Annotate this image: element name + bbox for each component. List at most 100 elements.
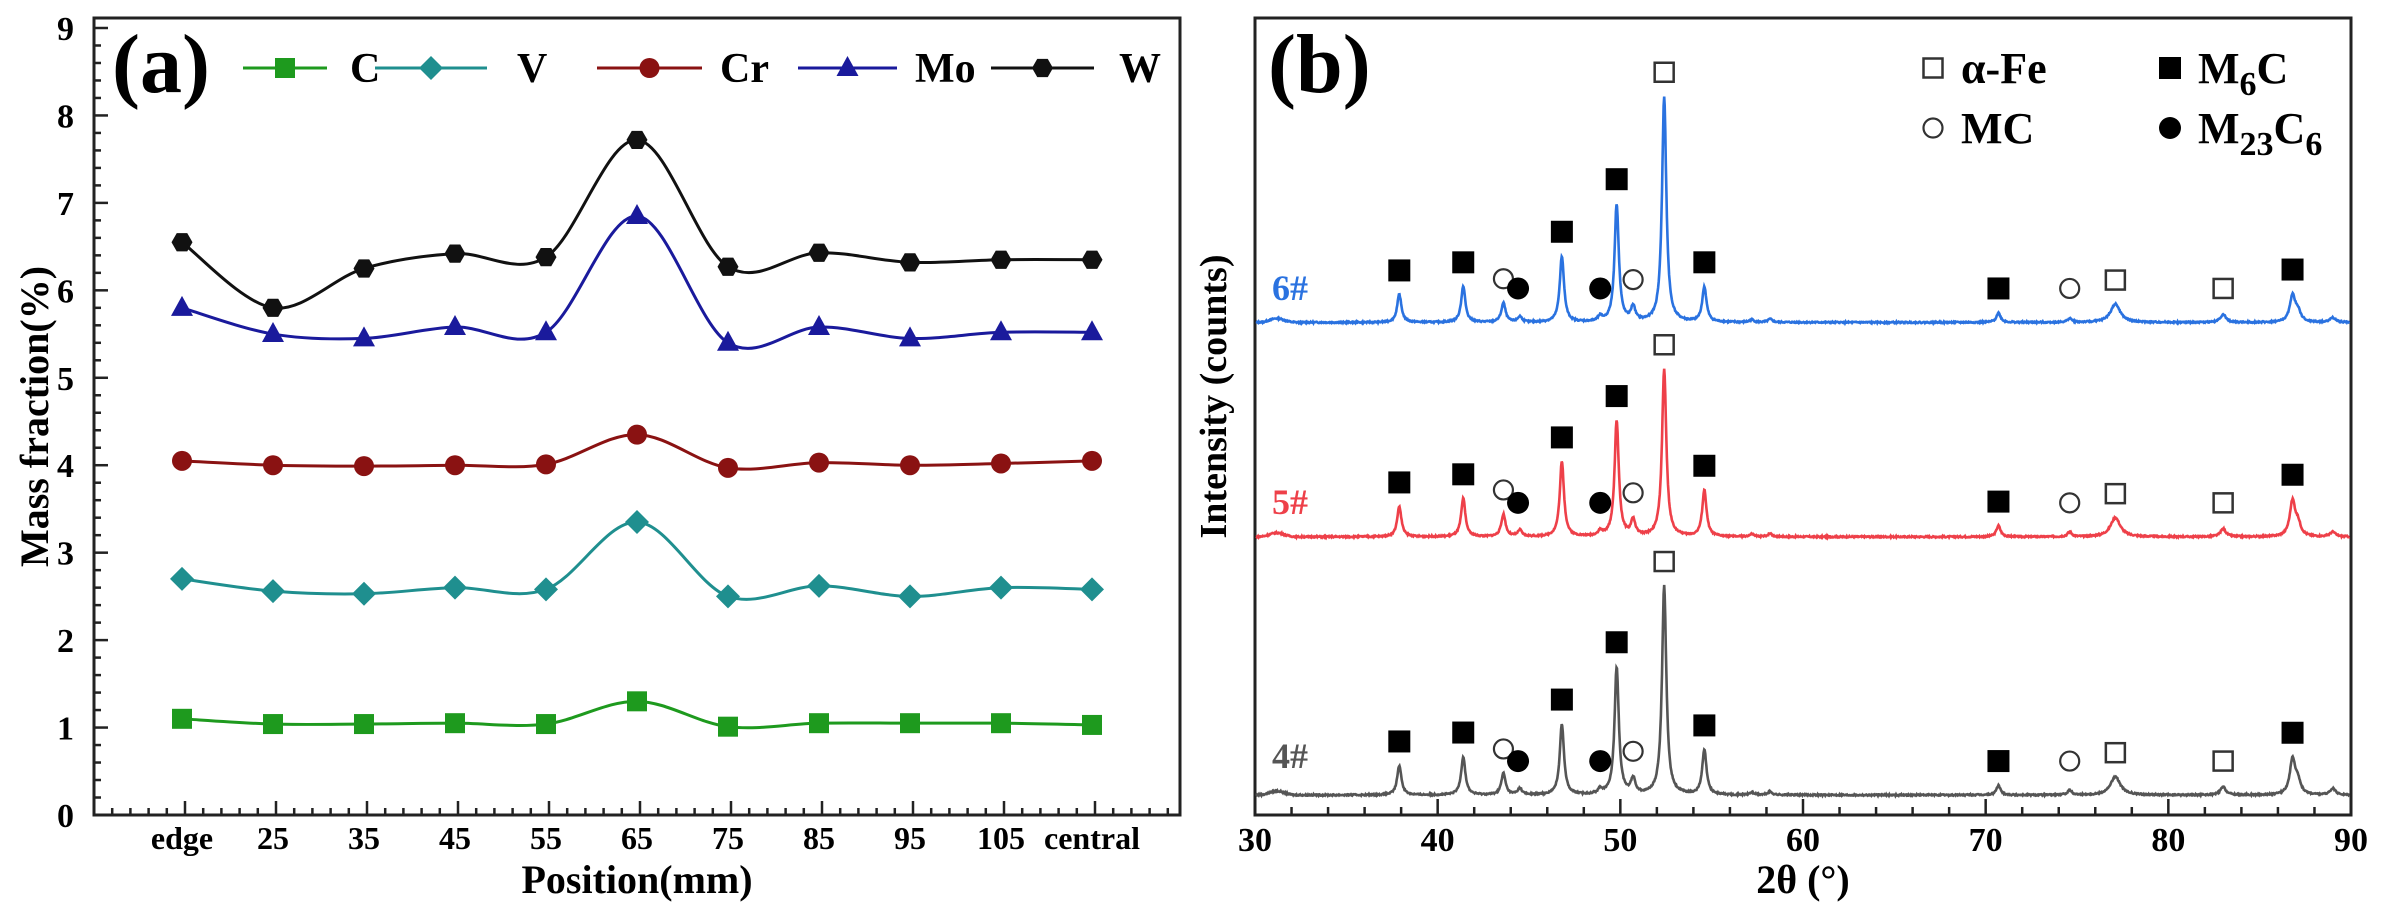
x-tick-label: 50 [1603,822,1637,859]
data-point [262,298,284,317]
legend-label-subscript: 6 [2240,66,2257,103]
y-axis-label: Mass fraction(%) [12,266,57,567]
x-tick-label: 40 [1421,822,1455,859]
data-point [627,424,647,445]
phase-marker-open-square [2104,482,2127,505]
phase-marker-open-circle [1492,738,1515,760]
legend-symbol-open-circle [1922,117,1944,139]
data-point [718,716,738,737]
y-tick-label: 4 [57,448,74,485]
series-line [181,214,1093,350]
data-point [899,253,921,272]
x-tick-label: edge [151,820,213,856]
data-point [445,713,465,734]
data-point [170,566,194,591]
x-tick-label: 70 [1969,822,2003,859]
phase-marker-open-circle [2059,750,2081,772]
legend-label: Cr [720,46,769,92]
phase-marker-filled-square [2281,463,2304,486]
data-point [352,581,376,606]
legend-label: MC [1961,104,2034,153]
data-point [1081,250,1103,269]
phase-marker-filled-square [1605,385,1628,408]
series-label: 4# [1272,736,1308,776]
data-point [354,714,374,735]
legend-item: α-Fe [1922,44,2047,93]
data-point [353,259,375,278]
phase-marker-open-square [2212,492,2234,514]
data-point [171,233,193,252]
data-point [354,456,374,477]
y-tick-label: 8 [57,98,74,135]
phase-marker-filled-circle [1507,750,1530,773]
y-tick-label: 0 [57,798,74,835]
phase-marker-open-circle [2059,492,2081,514]
phase-marker-open-circle [1622,269,1644,291]
series-5#: 5# [1255,334,2351,541]
legend-label-text: M [2198,44,2240,93]
legend-item: W [991,46,1161,92]
series-line [181,138,1093,310]
phase-marker-filled-square [1452,251,1475,274]
legend-label-text: C [2257,44,2289,93]
phase-marker-open-square [2104,741,2127,764]
series-Cr [172,424,1102,478]
phase-marker-filled-square [1605,631,1628,654]
legend-label: V [517,46,547,92]
phase-marker-filled-square [1987,490,2010,513]
legend-label-text: MC [1961,104,2034,153]
x-tick-label: 55 [530,820,562,856]
legend-item: Mo [798,46,976,92]
phase-marker-open-circle [1622,740,1644,762]
legend-label-text: M [2198,104,2240,153]
y-tick-label: 9 [57,11,74,48]
series-label: 6# [1272,268,1308,308]
data-point [262,322,284,343]
phase-marker-filled-square [1987,750,2010,773]
data-point [716,584,740,609]
phase-marker-filled-circle [1589,491,1612,514]
phase-marker-filled-circle [1589,277,1612,300]
data-point [172,708,192,729]
x-tick-label: 95 [894,820,926,856]
phase-marker-open-square [2212,750,2234,772]
data-point [625,510,649,535]
data-point [991,453,1011,474]
phase-marker-filled-circle [1589,750,1612,773]
phase-marker-open-square [1653,334,1675,356]
xrd-pattern [1255,584,2351,799]
y-tick-label: 2 [57,623,74,660]
legend-item: M23C6 [2159,104,2322,163]
phase-marker-filled-square [1388,471,1411,494]
series-C [172,691,1102,737]
data-point [353,326,375,347]
x-tick-label: 30 [1238,822,1272,859]
phase-marker-open-circle [1492,479,1515,501]
phase-marker-filled-square [1452,721,1475,744]
data-point [626,130,648,150]
legend-item: C [243,46,380,92]
data-point [808,243,830,262]
phase-marker-open-square [2212,277,2234,300]
phase-marker-open-circle [1622,482,1644,504]
y-tick-label: 7 [57,186,74,223]
legend-label-text: C [2274,104,2306,153]
panel-label: (a) [112,18,210,111]
data-point [990,320,1012,341]
phase-marker-filled-square [1693,714,1716,737]
phase-marker-filled-circle [1507,491,1530,514]
legend-symbol-filled-circle [2159,117,2181,139]
data-point [991,713,1011,734]
series-label: 5# [1272,482,1308,522]
legend-marker [275,58,295,78]
data-point [443,575,467,600]
y-tick-label: 5 [57,361,74,398]
x-tick-label: 45 [439,820,471,856]
series-Mo [171,204,1103,351]
x-tick-label: 25 [257,820,289,856]
phase-marker-filled-square [1550,688,1573,711]
plot-frame-b [1253,16,2353,817]
legend-label: M6C [2198,44,2288,103]
xrd-pattern [1255,96,2351,327]
